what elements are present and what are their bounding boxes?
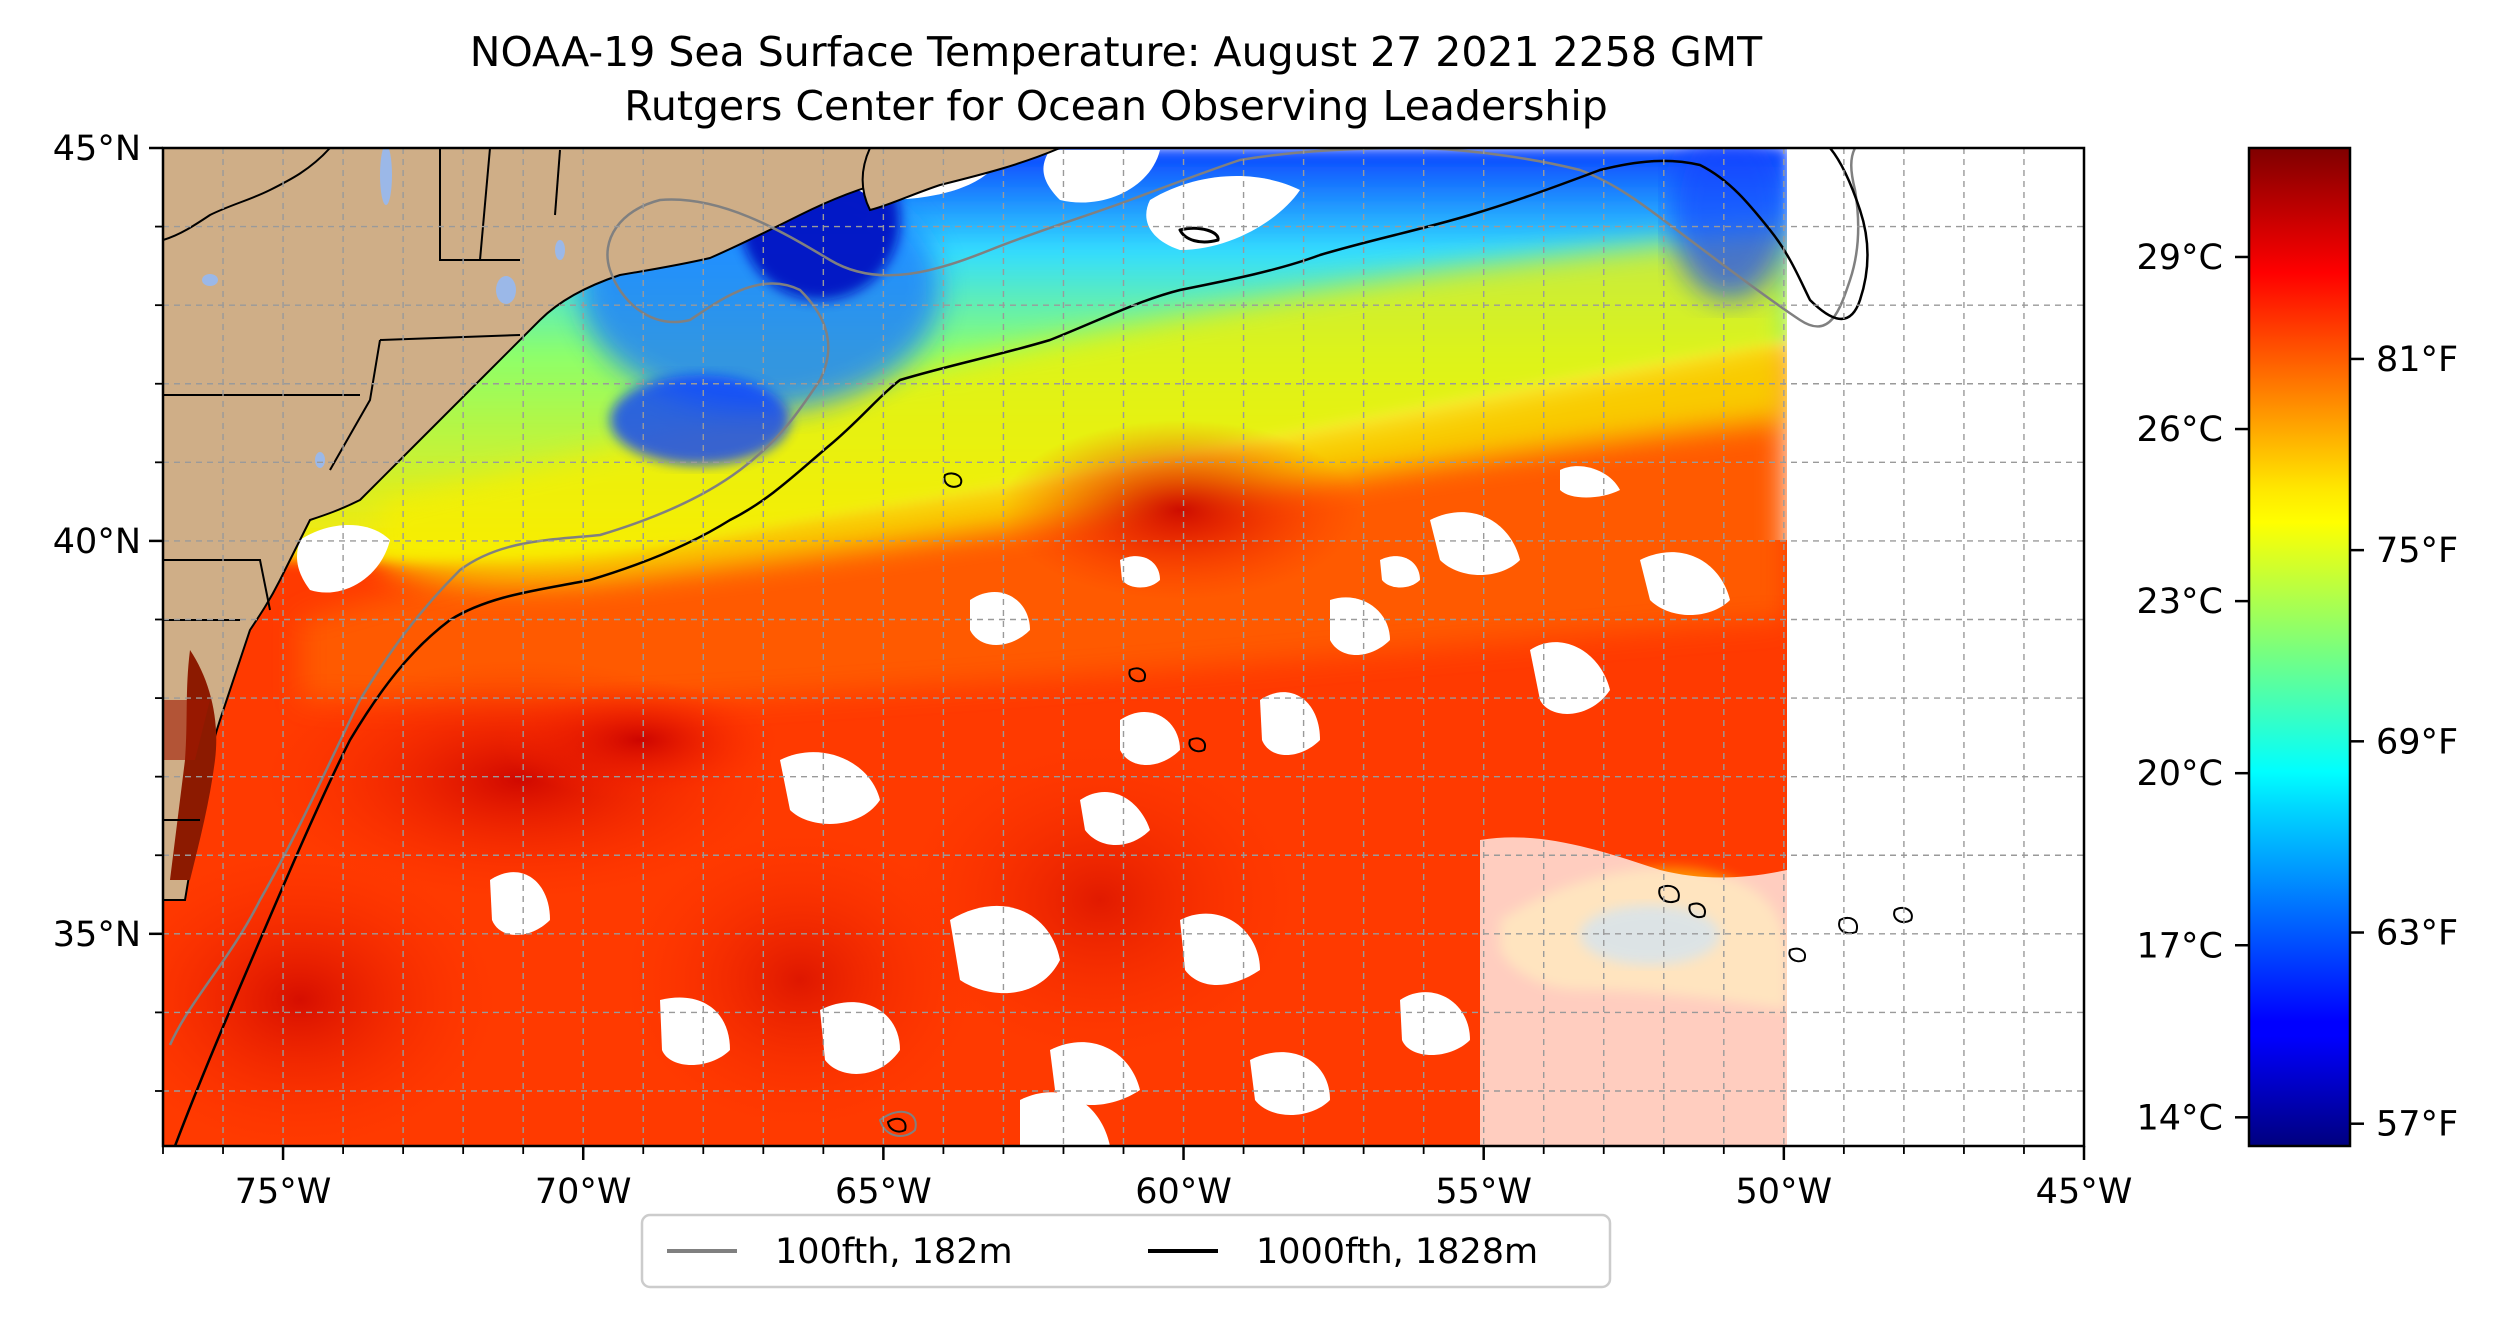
colorbar-frame	[2247, 146, 2352, 1148]
state-borders	[163, 148, 561, 821]
colorbar-c-label: 20°C	[2137, 754, 2223, 794]
colorbar-c-label: 17°C	[2137, 926, 2223, 966]
x-tick-label: 65°W	[835, 1172, 932, 1212]
land-nova-scotia	[861, 148, 1061, 212]
x-tick-label: 60°W	[1135, 1172, 1232, 1212]
colorbar-f-label: 57°F	[2376, 1105, 2458, 1145]
x-axis: 75°W 70°W 65°W 60°W 55°W 50°W 45°W	[162, 1146, 2133, 1212]
x-tick-label: 75°W	[235, 1172, 332, 1212]
colorbar-f-label: 81°F	[2376, 340, 2458, 380]
y-axis: 45°N 40°N 35°N	[53, 129, 163, 1092]
gridlines	[163, 148, 2084, 1146]
y-tick-label: 45°N	[53, 129, 141, 169]
sst-raster	[163, 148, 1787, 1146]
colorbar-c-label: 26°C	[2137, 410, 2223, 450]
x-tick-label: 70°W	[535, 1172, 632, 1212]
x-tick-label: 55°W	[1435, 1172, 1532, 1212]
colorbar-fahrenheit-ticks: 57°F 63°F 69°F 75°F 81°F	[2350, 340, 2458, 1145]
colorbar-c-label: 29°C	[2137, 238, 2223, 278]
lakes-layer	[202, 148, 565, 468]
y-tick-label: 35°N	[53, 915, 141, 955]
map-panel	[163, 148, 2084, 1146]
colorbar-f-label: 69°F	[2376, 722, 2458, 762]
land-north-america	[163, 148, 1061, 901]
map-subtitle: Rutgers Center for Ocean Observing Leade…	[624, 82, 1608, 130]
legend-label-100fth: 100fth, 182m	[775, 1232, 1013, 1272]
bathymetry	[168, 148, 1913, 1146]
colorbar-f-label: 63°F	[2376, 914, 2458, 954]
contour-100fth	[168, 148, 1860, 1046]
map-title: NOAA-19 Sea Surface Temperature: August …	[470, 28, 1763, 76]
colorbar-celsius-ticks: 14°C 17°C 20°C 23°C 26°C 29°C	[2137, 238, 2249, 1138]
colorbar: 14°C 17°C 20°C 23°C 26°C 29°C 57°F 63°F 69°F 75°…	[2137, 146, 2458, 1148]
colorbar-f-label: 75°F	[2376, 531, 2458, 571]
colorbar-c-label: 23°C	[2137, 582, 2223, 622]
colorbar-c-label: 14°C	[2137, 1098, 2223, 1138]
legend: 100fth, 182m 1000fth, 1828m	[640, 1213, 1612, 1289]
legend-box	[640, 1213, 1612, 1289]
no-data-region	[1787, 148, 2084, 1146]
colorbar-gradient	[2249, 148, 2350, 1146]
legend-label-1000fth: 1000fth, 1828m	[1256, 1232, 1538, 1272]
contour-1000fth	[173, 148, 1869, 1146]
x-tick-label: 50°W	[1736, 1172, 1833, 1212]
x-tick-label: 45°W	[2036, 1172, 2133, 1212]
y-tick-label: 40°N	[53, 522, 141, 562]
land-layer	[163, 148, 1061, 901]
